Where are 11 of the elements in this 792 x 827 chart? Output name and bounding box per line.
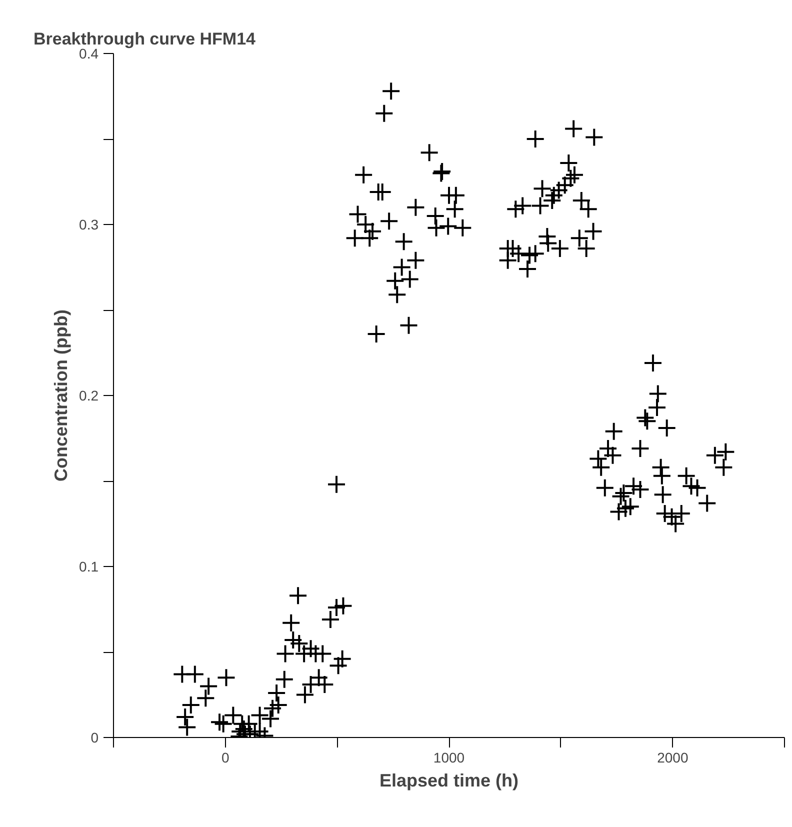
x-tick-label: 0 [221, 750, 230, 766]
y-tick-label: 0.2 [79, 388, 99, 404]
y-axis-title: Concentration (ppb) [51, 310, 72, 482]
y-tick-label: 0 [90, 730, 99, 746]
y-tick-label: 0.3 [79, 216, 99, 232]
x-axis-title: Elapsed time (h) [379, 770, 519, 790]
x-tick-label: 2000 [657, 750, 688, 766]
y-tick-label: 0.1 [79, 558, 99, 574]
y-tick-label: 0.4 [79, 46, 99, 62]
chart-title: Breakthrough curve HFM14 [34, 30, 256, 48]
x-tick-label: 1000 [433, 750, 465, 766]
